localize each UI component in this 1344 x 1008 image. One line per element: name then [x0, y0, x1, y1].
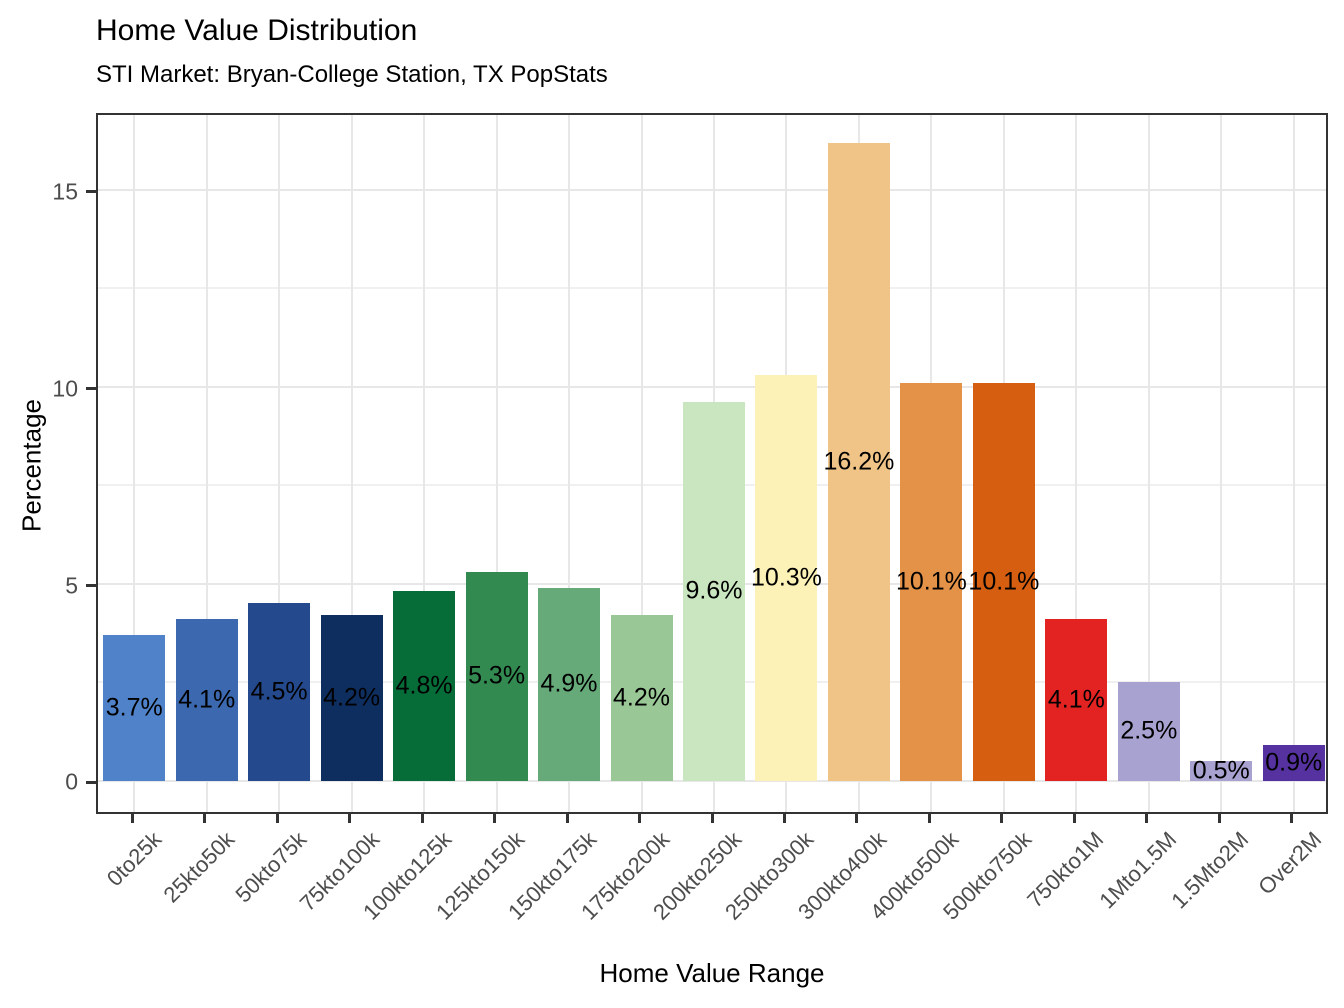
- x-tick-label-1Mto1.5M: 1Mto1.5M: [1094, 826, 1182, 914]
- bar-value-label: 16.2%: [823, 447, 895, 475]
- bar-100kto125k: [393, 591, 456, 781]
- bar-150kto175k: [538, 587, 601, 781]
- bar-250kto300k: [755, 374, 818, 781]
- bar-value-label: 9.6%: [685, 576, 743, 605]
- bar-value-label: 10.1%: [968, 567, 1040, 596]
- x-axis-title: Home Value Range: [599, 958, 825, 988]
- bar-value-label: 3.7%: [105, 693, 163, 722]
- x-tick-mark: [275, 814, 279, 823]
- bar-value-label: 0.9%: [1265, 748, 1323, 777]
- chart-subtitle: STI Market: Bryan-College Station, TX Po…: [96, 61, 608, 88]
- bar-Over2M: [1262, 745, 1325, 781]
- x-tick-mark: [855, 814, 859, 823]
- gridline-major-v: [205, 115, 208, 812]
- gridline-major-v: [133, 115, 136, 812]
- y-axis-title: Percentage: [16, 399, 47, 532]
- bar-value-label: 10.1%: [895, 567, 967, 596]
- bar-50kto75k: [248, 603, 311, 781]
- bar-value-label: 2.5%: [1120, 716, 1178, 745]
- y-tick-label: 5: [65, 572, 78, 599]
- bar-0to25k: [103, 634, 166, 781]
- bar-value-label: 4.9%: [540, 669, 598, 698]
- chart-title: Home Value Distribution: [96, 14, 418, 47]
- x-tick-label-1.5Mto2M: 1.5Mto2M: [1166, 826, 1254, 914]
- gridline-major-v: [1075, 115, 1078, 812]
- bar-value-label: 4.1%: [1047, 685, 1105, 714]
- gridline-major-h: [98, 188, 1326, 191]
- bar-125kto150k: [465, 571, 528, 781]
- bar-175kto200k: [610, 615, 673, 781]
- bar-value-label: 0.5%: [1192, 756, 1250, 785]
- y-tick-mark: [86, 387, 96, 391]
- x-tick-label-Over2M: Over2M: [1253, 826, 1327, 900]
- x-tick-mark: [348, 814, 352, 823]
- x-tick-label-750kto1M: 750kto1M: [1022, 826, 1109, 913]
- x-tick-mark: [1217, 814, 1221, 823]
- x-tick-label-25kto50k: 25kto50k: [158, 826, 239, 908]
- bar-value-label: 5.3%: [468, 661, 526, 690]
- x-tick-mark: [638, 814, 642, 823]
- gridline-major-v: [278, 115, 281, 812]
- x-tick-mark: [203, 814, 207, 823]
- bar-value-label: 4.8%: [395, 671, 453, 700]
- gridline-major-h: [98, 779, 1326, 782]
- x-tick-label-0to25k: 0to25k: [102, 826, 167, 891]
- gridline-major-v: [350, 115, 353, 812]
- x-tick-mark: [493, 814, 497, 823]
- x-tick-mark: [130, 814, 134, 823]
- y-tick-label: 0: [65, 768, 78, 795]
- gridline-major-v: [1220, 115, 1223, 812]
- bar-1.5Mto2M: [1190, 760, 1253, 781]
- x-tick-mark: [1072, 814, 1076, 823]
- gridline-minor-h: [98, 287, 1326, 289]
- bar-value-label: 10.3%: [751, 563, 822, 592]
- gridline-major-v: [1292, 115, 1295, 812]
- bar-300kto400k: [827, 142, 890, 781]
- y-tick-label: 10: [52, 375, 78, 402]
- bar-value-label: 4.2%: [613, 683, 671, 712]
- x-tick-mark: [782, 814, 786, 823]
- gridline-major-h: [98, 385, 1326, 388]
- bar-400kto500k: [900, 382, 963, 781]
- bar-500kto750k: [972, 382, 1035, 781]
- y-tick-mark: [86, 584, 96, 588]
- bar-value-label: 4.5%: [250, 677, 308, 706]
- x-tick-mark: [710, 814, 714, 823]
- x-tick-mark: [927, 814, 931, 823]
- gridline-major-v: [1147, 115, 1150, 812]
- x-tick-mark: [565, 814, 569, 823]
- bar-value-label: 4.2%: [323, 683, 381, 712]
- bar-750kto1M: [1045, 619, 1108, 781]
- y-tick-mark: [86, 780, 96, 784]
- bar-1Mto1.5M: [1117, 682, 1180, 781]
- bar-75kto100k: [320, 615, 383, 781]
- x-tick-mark: [1145, 814, 1149, 823]
- y-tick-label: 15: [52, 178, 78, 205]
- x-tick-mark: [1290, 814, 1294, 823]
- gridline-major-v: [568, 115, 571, 812]
- bar-200kto250k: [683, 402, 745, 781]
- gridline-major-v: [495, 115, 498, 812]
- x-tick-mark: [1000, 814, 1004, 823]
- bar-25kto50k: [175, 619, 238, 781]
- y-tick-mark: [86, 190, 96, 194]
- gridline-major-v: [423, 115, 426, 812]
- gridline-major-v: [640, 115, 643, 812]
- plot-panel: 3.7% 4.1% 4.5% 4.2% 4.8% 5.3% 4.9% 4.2% 9.6% 10.3…: [96, 113, 1328, 814]
- bar-value-label: 4.1%: [178, 685, 236, 714]
- x-tick-mark: [420, 814, 424, 823]
